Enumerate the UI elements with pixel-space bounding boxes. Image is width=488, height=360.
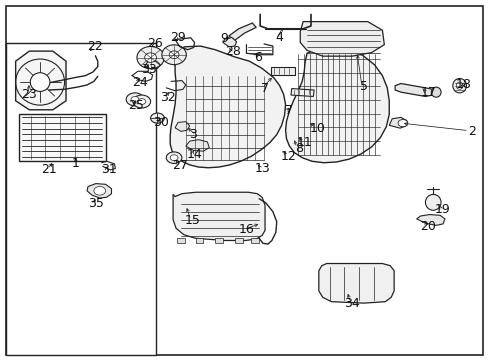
Text: 34: 34 (344, 297, 359, 310)
Polygon shape (285, 47, 388, 163)
Ellipse shape (162, 45, 186, 65)
Text: 32: 32 (160, 91, 176, 104)
Ellipse shape (30, 73, 50, 91)
Text: 6: 6 (253, 51, 261, 64)
Text: 17: 17 (420, 86, 435, 99)
Text: 25: 25 (128, 99, 143, 112)
Polygon shape (228, 23, 256, 40)
Text: 14: 14 (186, 148, 202, 161)
Text: 9: 9 (220, 32, 227, 45)
Ellipse shape (131, 96, 139, 102)
Text: 15: 15 (184, 214, 200, 227)
Bar (195, 238, 203, 243)
Bar (234, 238, 242, 243)
Text: 22: 22 (87, 40, 102, 53)
Bar (271, 67, 294, 75)
Text: 16: 16 (239, 223, 254, 236)
Bar (177, 238, 184, 243)
Text: 11: 11 (296, 136, 312, 149)
Text: 7: 7 (284, 104, 292, 117)
Text: 33: 33 (141, 63, 156, 76)
Text: 29: 29 (170, 31, 185, 44)
Text: 28: 28 (224, 45, 240, 58)
Polygon shape (87, 184, 111, 198)
Ellipse shape (452, 78, 466, 93)
Ellipse shape (169, 51, 179, 59)
Text: 35: 35 (88, 197, 103, 210)
Polygon shape (223, 37, 236, 47)
Ellipse shape (430, 87, 440, 97)
Polygon shape (173, 192, 264, 240)
Text: 7: 7 (261, 82, 268, 95)
Polygon shape (185, 140, 209, 151)
Text: 26: 26 (146, 37, 162, 50)
Text: 1: 1 (72, 157, 80, 170)
Text: 30: 30 (153, 116, 169, 129)
Text: 18: 18 (455, 78, 470, 91)
Ellipse shape (133, 95, 150, 108)
Text: 27: 27 (172, 159, 187, 172)
Text: 4: 4 (275, 31, 283, 44)
Ellipse shape (137, 46, 164, 69)
Polygon shape (416, 215, 444, 225)
Bar (290, 89, 313, 96)
Polygon shape (6, 43, 156, 355)
Polygon shape (170, 46, 285, 168)
Text: 23: 23 (21, 88, 37, 101)
Text: 13: 13 (254, 162, 269, 175)
Text: 21: 21 (41, 163, 57, 176)
Text: 19: 19 (434, 203, 450, 216)
Polygon shape (16, 51, 66, 110)
Text: 2: 2 (467, 125, 475, 138)
Ellipse shape (425, 194, 440, 210)
Polygon shape (388, 117, 406, 128)
Polygon shape (394, 84, 435, 96)
Bar (251, 238, 259, 243)
Text: 24: 24 (132, 76, 147, 89)
Text: 3: 3 (189, 129, 197, 141)
Ellipse shape (397, 120, 407, 127)
Polygon shape (175, 122, 189, 131)
Text: 5: 5 (360, 80, 367, 93)
Text: 31: 31 (101, 163, 116, 176)
Ellipse shape (455, 82, 462, 89)
Ellipse shape (170, 155, 178, 161)
Text: 12: 12 (280, 150, 296, 163)
Ellipse shape (94, 186, 105, 195)
Ellipse shape (144, 53, 156, 62)
Ellipse shape (166, 152, 182, 163)
Text: 8: 8 (295, 142, 303, 155)
Ellipse shape (126, 93, 143, 106)
Bar (215, 238, 223, 243)
Text: 20: 20 (420, 220, 435, 233)
Ellipse shape (138, 99, 145, 104)
Text: 10: 10 (309, 122, 325, 135)
Polygon shape (300, 22, 384, 56)
Polygon shape (318, 264, 393, 303)
Bar (19, 114, 105, 161)
Ellipse shape (150, 113, 164, 123)
